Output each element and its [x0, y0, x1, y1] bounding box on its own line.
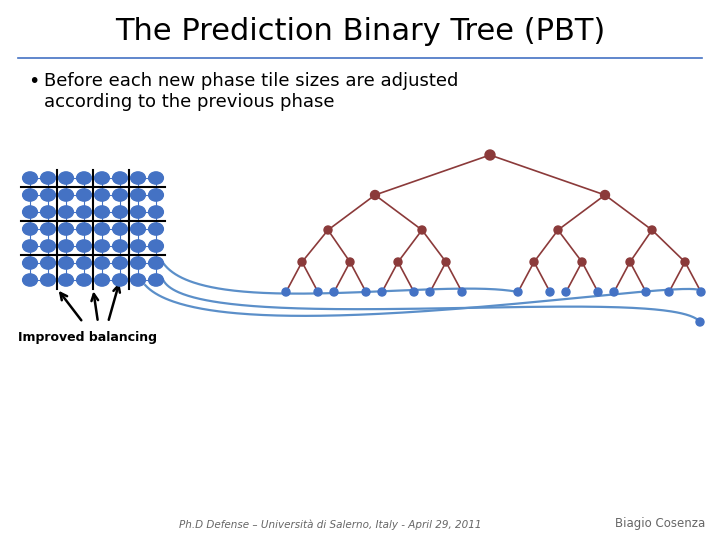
Circle shape	[648, 226, 656, 234]
Ellipse shape	[58, 274, 73, 286]
Ellipse shape	[76, 274, 91, 286]
Ellipse shape	[112, 206, 127, 218]
Ellipse shape	[130, 172, 145, 184]
Ellipse shape	[40, 240, 55, 252]
Circle shape	[378, 288, 386, 296]
Ellipse shape	[130, 240, 145, 252]
Ellipse shape	[22, 223, 37, 235]
Ellipse shape	[40, 223, 55, 235]
Ellipse shape	[148, 172, 163, 184]
Ellipse shape	[76, 172, 91, 184]
Circle shape	[554, 226, 562, 234]
Ellipse shape	[148, 274, 163, 286]
Ellipse shape	[40, 172, 55, 184]
Circle shape	[514, 288, 522, 296]
Ellipse shape	[130, 189, 145, 201]
Ellipse shape	[22, 172, 37, 184]
Ellipse shape	[112, 172, 127, 184]
Ellipse shape	[22, 257, 37, 269]
Ellipse shape	[76, 206, 91, 218]
Ellipse shape	[22, 274, 37, 286]
Circle shape	[610, 288, 618, 296]
Circle shape	[330, 288, 338, 296]
Ellipse shape	[112, 274, 127, 286]
Circle shape	[562, 288, 570, 296]
Text: Ph.D Defense – Università di Salerno, Italy - April 29, 2011: Ph.D Defense – Università di Salerno, It…	[179, 519, 481, 530]
Ellipse shape	[22, 240, 37, 252]
Ellipse shape	[76, 189, 91, 201]
Ellipse shape	[22, 189, 37, 201]
Ellipse shape	[112, 189, 127, 201]
Circle shape	[426, 288, 434, 296]
Circle shape	[282, 288, 290, 296]
Circle shape	[485, 150, 495, 160]
Ellipse shape	[148, 189, 163, 201]
Ellipse shape	[94, 240, 109, 252]
Ellipse shape	[94, 189, 109, 201]
Ellipse shape	[130, 206, 145, 218]
Circle shape	[394, 258, 402, 266]
Circle shape	[594, 288, 602, 296]
Ellipse shape	[40, 257, 55, 269]
Ellipse shape	[40, 206, 55, 218]
Text: The Prediction Binary Tree (PBT): The Prediction Binary Tree (PBT)	[115, 17, 605, 46]
Ellipse shape	[130, 257, 145, 269]
Circle shape	[530, 258, 538, 266]
Ellipse shape	[40, 189, 55, 201]
Ellipse shape	[58, 172, 73, 184]
Text: Before each new phase tile sizes are adjusted
according to the previous phase: Before each new phase tile sizes are adj…	[44, 72, 459, 111]
Ellipse shape	[130, 223, 145, 235]
Ellipse shape	[58, 189, 73, 201]
Circle shape	[314, 288, 322, 296]
Ellipse shape	[58, 206, 73, 218]
Circle shape	[696, 318, 704, 326]
Ellipse shape	[94, 223, 109, 235]
Circle shape	[458, 288, 466, 296]
Circle shape	[418, 226, 426, 234]
Circle shape	[410, 288, 418, 296]
Circle shape	[600, 191, 610, 199]
Ellipse shape	[148, 240, 163, 252]
Circle shape	[362, 288, 370, 296]
Ellipse shape	[94, 206, 109, 218]
Ellipse shape	[22, 206, 37, 218]
Ellipse shape	[148, 206, 163, 218]
Ellipse shape	[94, 172, 109, 184]
Circle shape	[442, 258, 450, 266]
Circle shape	[324, 226, 332, 234]
Circle shape	[578, 258, 586, 266]
Ellipse shape	[112, 240, 127, 252]
Circle shape	[298, 258, 306, 266]
Text: Improved balancing: Improved balancing	[18, 330, 157, 343]
Circle shape	[346, 258, 354, 266]
Circle shape	[697, 288, 705, 296]
Circle shape	[626, 258, 634, 266]
Circle shape	[642, 288, 650, 296]
Circle shape	[681, 258, 689, 266]
Ellipse shape	[76, 257, 91, 269]
Ellipse shape	[148, 257, 163, 269]
Ellipse shape	[130, 274, 145, 286]
Ellipse shape	[76, 223, 91, 235]
Text: •: •	[28, 72, 40, 91]
Circle shape	[371, 191, 379, 199]
Ellipse shape	[112, 223, 127, 235]
Ellipse shape	[148, 223, 163, 235]
Ellipse shape	[58, 240, 73, 252]
Ellipse shape	[58, 223, 73, 235]
Circle shape	[665, 288, 673, 296]
Ellipse shape	[94, 257, 109, 269]
Ellipse shape	[40, 274, 55, 286]
Ellipse shape	[112, 257, 127, 269]
Ellipse shape	[76, 240, 91, 252]
Ellipse shape	[58, 257, 73, 269]
Circle shape	[546, 288, 554, 296]
Ellipse shape	[94, 274, 109, 286]
Text: Biagio Cosenza: Biagio Cosenza	[615, 517, 705, 530]
